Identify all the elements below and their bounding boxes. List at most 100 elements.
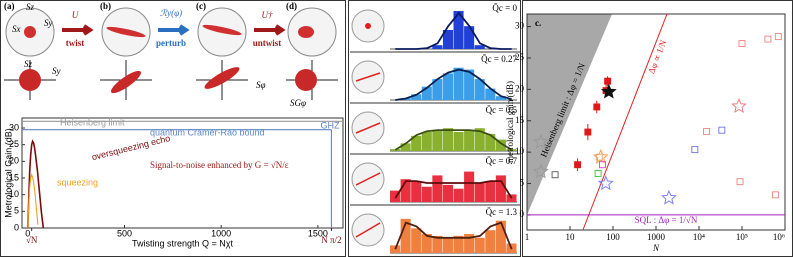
diagram: (a) (b) (c) (d) U twist ℛy(φ) perturb U†…	[4, 1, 338, 108]
state	[110, 70, 142, 94]
x-tick-label: 1000	[211, 228, 231, 238]
panel-label: Q̄c = 1.3	[486, 207, 518, 217]
histogram-bar	[474, 128, 485, 151]
state	[295, 69, 317, 91]
star-point	[597, 175, 614, 191]
thumbnail-state	[355, 222, 381, 238]
histogram-bar	[495, 220, 506, 253]
series-line	[27, 139, 45, 229]
histogram-bar	[495, 139, 506, 151]
histogram-bar	[464, 234, 475, 253]
y-tick-label: 25	[9, 139, 19, 149]
shift-label: Sφ	[256, 80, 266, 90]
y-tick-label: 5	[14, 206, 19, 216]
fit-curve	[395, 11, 512, 50]
plot-frame	[21, 117, 344, 229]
square-point	[574, 161, 582, 169]
histogram-bar	[464, 69, 475, 100]
histogram-bar	[411, 228, 422, 253]
axis-label: Sy	[44, 18, 53, 28]
annotation: Signal-to-noise enhanced by G = √N/ε	[150, 160, 289, 170]
histogram-bar	[485, 133, 496, 151]
square-point	[718, 126, 726, 134]
y-tick-label: 20	[515, 83, 525, 93]
square-point	[551, 171, 559, 179]
panel-label: (b)	[100, 1, 111, 11]
thumbnail-state	[355, 72, 381, 82]
histogram-bar	[432, 79, 443, 100]
axis-label: Sz	[26, 2, 35, 12]
x-tick-label: 1	[525, 232, 530, 242]
reference-line	[582, 13, 668, 231]
histogram-bar	[411, 94, 422, 100]
fit-curve	[394, 180, 513, 199]
histogram-bar	[432, 235, 443, 253]
histogram-bar	[474, 79, 485, 100]
histogram-bar	[485, 88, 496, 100]
histogram-bar	[495, 96, 506, 100]
x-tick-label: 100	[606, 232, 620, 242]
x-tick-label: 10⁴	[693, 232, 705, 242]
histogram-bar	[485, 230, 496, 253]
square-point	[736, 178, 744, 186]
square-point	[594, 170, 602, 177]
histogram-bar	[421, 186, 432, 202]
line-label: SQL : Δφ = 1/√N	[635, 215, 698, 225]
histogram-bar	[432, 45, 443, 49]
histogram-bar	[485, 181, 496, 202]
operator: U	[72, 10, 79, 20]
x-axis-label: N	[652, 243, 660, 253]
state	[204, 67, 240, 89]
y-tick-label: 30	[9, 122, 19, 132]
thumbnail-state	[355, 122, 381, 134]
square-point	[738, 40, 746, 47]
histogram-bar	[474, 183, 485, 202]
histogram-bar	[400, 218, 411, 253]
axis-label: Sy	[52, 66, 61, 76]
star-point	[592, 148, 609, 164]
y-tick-label: 5	[520, 178, 525, 188]
thumbnail-state	[365, 23, 371, 29]
histogram-bar	[390, 190, 401, 202]
panel-label: Q̄c = 0.27	[481, 54, 517, 64]
series-label: squeezing	[57, 177, 98, 187]
square-point	[772, 191, 779, 199]
histogram-bar	[474, 45, 485, 49]
arrow	[158, 24, 190, 36]
y-tick-label: 15	[515, 115, 525, 125]
histogram-bar	[453, 11, 464, 49]
arrow	[62, 24, 94, 36]
x-tick-label: 500	[117, 228, 132, 238]
chart-title: c.	[535, 18, 541, 28]
arrow	[254, 24, 286, 36]
histogram-bar	[421, 234, 432, 253]
histogram-bar	[474, 237, 485, 253]
histogram-bar	[411, 181, 422, 202]
x-tick-label: 1500	[308, 228, 328, 238]
step-label: perturb	[156, 38, 186, 48]
operator: ℛy(φ)	[160, 8, 182, 18]
y-axis-label: metrological gain (dB)	[505, 81, 515, 163]
y-tick-label: 10	[9, 189, 19, 199]
histogram-bar	[464, 171, 475, 202]
fit-curve	[395, 68, 512, 101]
histogram-bar	[442, 73, 453, 100]
histogram-bar	[390, 149, 401, 151]
step-label: twist	[66, 38, 85, 48]
thumbnail-state	[355, 172, 381, 186]
y-tick-label: 0	[520, 209, 525, 219]
series-label: GHZ	[321, 120, 341, 130]
square-point	[593, 103, 601, 111]
panel-label: Q̄c = 0.5	[486, 105, 518, 115]
panel-label: (c)	[196, 1, 206, 11]
y-tick-label: 10	[515, 146, 525, 156]
square-point	[774, 33, 782, 41]
histogram-bar	[464, 130, 475, 151]
y-tick-label: 0	[14, 222, 19, 232]
star-point	[532, 163, 549, 179]
x-tick-label: 10	[566, 232, 576, 242]
state	[24, 26, 36, 38]
x-tick-label: 10⁵	[736, 232, 748, 242]
x-tick-label: 0	[25, 228, 30, 238]
